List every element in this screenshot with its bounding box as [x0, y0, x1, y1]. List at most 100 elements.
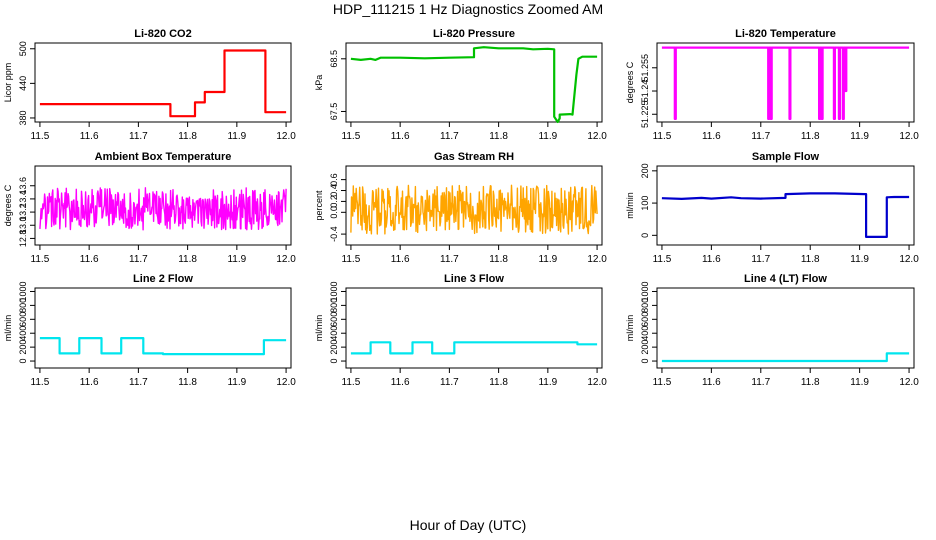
panel-5-ytick-label: 0.4	[329, 184, 339, 197]
panel-4-xtick-label: 11.5	[31, 254, 50, 265]
panel-8-ytick-label: 200	[329, 340, 339, 355]
panel-1-ytick-label: 380	[18, 110, 28, 125]
panel-2-xtick-label: 12.0	[587, 131, 607, 142]
panel-6-xtick-label: 11.6	[702, 254, 721, 265]
panel-7-series-line	[39, 337, 287, 356]
panel-2-xtick-label: 11.8	[489, 131, 508, 142]
panel-8-series-line	[350, 341, 598, 355]
panel-3-series-line	[661, 46, 910, 120]
panel-9-ytick-label: 400	[640, 326, 650, 341]
panel-8-ytick-label: 800	[329, 298, 339, 313]
panel-5-title: Gas Stream RH	[434, 151, 514, 163]
panel-5-xtick-label: 12.0	[587, 254, 607, 265]
panel-3-title: Li-820 Temperature	[735, 28, 836, 40]
panel-3-ytick-label: 51.225	[640, 100, 650, 128]
panel-9-xtick-label: 11.8	[801, 377, 820, 388]
panel-5-xtick-label: 11.9	[538, 254, 557, 265]
panel-7-frame	[34, 287, 292, 369]
panel-5-ytick-label: 0.6	[329, 173, 339, 186]
panel-7-ytick-label: 600	[18, 312, 28, 327]
panel-7-ytick-label: 200	[18, 340, 28, 355]
panel-9-ytick-label: 0	[640, 359, 650, 364]
panel-8-xtick-label: 11.7	[440, 377, 459, 388]
panel-5-xtick-label: 11.5	[342, 254, 361, 265]
page-title: HDP_111215 1 Hz Diagnostics Zoomed AM	[332, 1, 604, 17]
panel-1-xtick-label: 11.8	[178, 131, 197, 142]
panel-6-y-axis-label: ml/min	[625, 192, 635, 219]
panel-7-xtick-label: 11.5	[31, 377, 50, 388]
panel-2-ytick-label: 67.5	[329, 103, 339, 121]
panel-8-frame	[345, 287, 603, 369]
panel-8-ytick-label: 0	[329, 359, 339, 364]
panel-6-title: Sample Flow	[752, 151, 820, 163]
panel-2-ytick-label: 68.5	[329, 50, 339, 68]
panel-6-xtick-label: 11.5	[653, 254, 672, 265]
panel-5-ytick-label: 0.2	[329, 195, 339, 208]
panel-2-y-axis-label: kPa	[314, 75, 324, 91]
panel-2-xtick-label: 11.9	[538, 131, 557, 142]
panel-4-xtick-label: 11.7	[129, 254, 148, 265]
panel-9-xtick-label: 11.9	[850, 377, 869, 388]
panel-5-xtick-label: 11.8	[489, 254, 508, 265]
panel-3-xtick-label: 12.0	[899, 131, 919, 142]
panel-2-xtick-label: 11.7	[440, 131, 459, 142]
panel-1-xtick-label: 11.5	[31, 131, 50, 142]
panel-3-y-axis-label: degrees C	[625, 61, 635, 103]
panel-5-frame	[345, 165, 603, 246]
panel-6-frame	[656, 165, 915, 246]
panel-4-xtick-label: 11.6	[80, 254, 99, 265]
panel-9-xtick-label: 12.0	[899, 377, 919, 388]
panel-9-ytick-label: 1000	[640, 281, 650, 301]
panel-8-xtick-label: 12.0	[587, 377, 607, 388]
panel-6-ytick-label: 0	[640, 233, 650, 238]
panel-4-ytick-label: 13.4	[18, 190, 28, 208]
panel-4-ytick-label: 13.6	[18, 177, 28, 195]
panel-7-ytick-label: 0	[18, 359, 28, 364]
panel-1-ytick-label: 500	[18, 41, 28, 56]
panel-3-xtick-label: 11.9	[850, 131, 869, 142]
panel-5-series-line	[350, 184, 598, 235]
panel-8-xtick-label: 11.5	[342, 377, 361, 388]
panel-2-xtick-label: 11.6	[391, 131, 410, 142]
panel-1-series-line	[39, 49, 287, 118]
panel-8-xtick-label: 11.6	[391, 377, 410, 388]
panel-9-series-line	[661, 352, 910, 363]
panel-8-ytick-label: 1000	[329, 281, 339, 301]
panel-9-ytick-label: 800	[640, 298, 650, 313]
panel-5-xtick-label: 11.7	[440, 254, 459, 265]
panel-4-y-axis-label: degrees C	[3, 184, 13, 226]
panel-4-series-line	[39, 187, 287, 231]
panel-7-ytick-label: 1000	[18, 281, 28, 301]
panel-1-title: Li-820 CO2	[134, 28, 191, 40]
panel-4-frame	[34, 165, 292, 246]
panel-7-ytick-label: 800	[18, 298, 28, 313]
panel-7-title: Line 2 Flow	[133, 273, 193, 285]
panel-4-title: Ambient Box Temperature	[95, 151, 232, 163]
panel-8-ytick-label: 600	[329, 312, 339, 327]
panel-2-frame	[345, 42, 603, 123]
panel-8-xtick-label: 11.8	[489, 377, 508, 388]
panel-9-ytick-label: 600	[640, 312, 650, 327]
panel-9-y-axis-label: ml/min	[625, 315, 635, 342]
panel-7-xtick-label: 12.0	[276, 377, 296, 388]
panel-9-xtick-label: 11.7	[751, 377, 770, 388]
panel-9-xtick-label: 11.5	[653, 377, 672, 388]
panel-2-series-line	[350, 46, 598, 124]
panel-9-xtick-label: 11.6	[702, 377, 721, 388]
panel-8-xtick-label: 11.9	[538, 377, 557, 388]
panel-3-frame	[656, 42, 915, 123]
panel-6-ytick-label: 100	[640, 196, 650, 211]
panel-7-xtick-label: 11.6	[80, 377, 99, 388]
panel-4-ytick-label: 13.2	[18, 203, 28, 221]
panel-6-xtick-label: 11.8	[801, 254, 820, 265]
panel-8-ytick-label: 400	[329, 326, 339, 341]
panel-9-title: Line 4 (LT) Flow	[744, 273, 827, 285]
x-axis-title: Hour of Day (UTC)	[409, 517, 527, 533]
panel-4-ytick-label: 13.0	[18, 216, 28, 234]
panel-4-xtick-label: 11.9	[227, 254, 246, 265]
panel-3-xtick-label: 11.7	[751, 131, 770, 142]
panel-8-title: Line 3 Flow	[444, 273, 504, 285]
panel-5-xtick-label: 11.6	[391, 254, 410, 265]
panel-4-xtick-label: 12.0	[276, 254, 296, 265]
